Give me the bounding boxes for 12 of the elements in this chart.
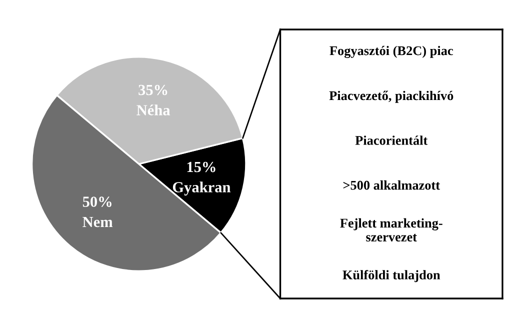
text: Piacvezető, piackihívó: [329, 90, 454, 103]
text: Piacorientált: [355, 136, 428, 145]
data-label: 15%: [187, 162, 216, 172]
data-label: 35%: [138, 84, 168, 96]
slice-label: Gyakran: [172, 182, 231, 196]
text: Fejlett marketing- szervezet: [340, 218, 442, 242]
text: Külföldi tulajdon: [342, 270, 440, 282]
slice-label: Nem: [82, 216, 113, 228]
slice-label: Néha: [136, 104, 170, 116]
data-label: 50%: [82, 196, 112, 207]
text: Fogyasztói (B2C) piac: [330, 46, 453, 58]
text: >500 alkalmazott: [343, 180, 440, 190]
